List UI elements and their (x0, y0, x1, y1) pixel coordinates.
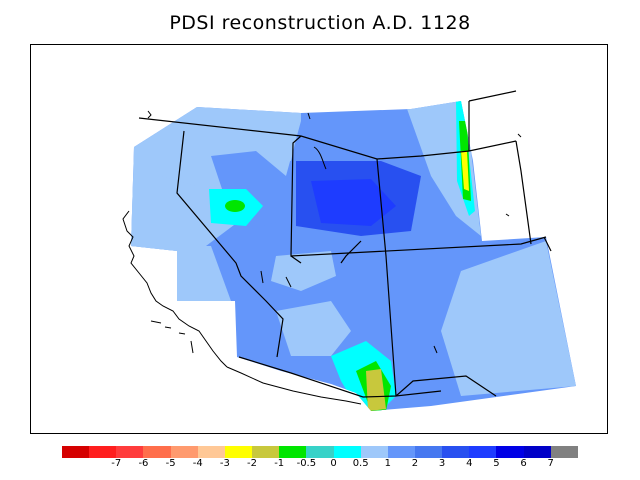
colorbar-tick-label: 1 (384, 458, 391, 469)
fill-west-lower (177, 246, 231, 301)
map-title: PDSI reconstruction A.D. 1128 (169, 12, 471, 34)
coastline (122, 110, 522, 405)
colorbar-cell (469, 446, 497, 458)
colorbar-tick-label: -5 (165, 458, 176, 469)
colorbar-tick-label: 0 (330, 458, 337, 469)
colorbar-tick-label: -1 (274, 458, 285, 469)
colorbar-cell (170, 446, 199, 458)
fill-east (441, 241, 576, 396)
colorbar (62, 446, 579, 458)
colorbar-cell (89, 446, 117, 458)
colorbar-cell (496, 446, 525, 458)
fill-north-mid (196, 111, 301, 161)
fill-north-core (211, 151, 286, 229)
fill-south-center (366, 369, 386, 411)
colorbar-cell (360, 446, 389, 458)
colorbar-cell (550, 446, 579, 458)
colorbar-tick-label: -7 (111, 458, 122, 469)
fill-west (131, 176, 216, 256)
colorbar-cell (442, 446, 470, 458)
fill-anomaly-core (311, 179, 396, 226)
colorbar-tick-label: 3 (438, 458, 446, 469)
colorbar-cell (306, 446, 334, 458)
pdsi-field (131, 101, 576, 411)
fill-wet-center (225, 200, 245, 212)
colorbar-labels: -7 -6 -5 -4 -3 -2 -1 -0.5 0 0.5 1 2 3 4 5 6 7 (0, 458, 640, 474)
fill-south-central (276, 301, 351, 356)
colorbar-cell (143, 446, 172, 458)
fill-center (271, 251, 336, 291)
colorbar-tick-label: -4 (192, 458, 203, 469)
colorbar-cell (62, 446, 90, 458)
colorbar-tick-label: 7 (547, 458, 554, 469)
borders (138, 90, 552, 398)
colorbar-cell (414, 446, 443, 458)
colorbar-cell (252, 446, 280, 458)
colorbar-cell (224, 446, 253, 458)
colorbar-cell (279, 446, 307, 458)
colorbar-tick-label: 4 (466, 458, 473, 469)
colorbar-cell (197, 446, 226, 458)
map-frame (30, 44, 608, 434)
colorbar-tick-label: 6 (520, 458, 527, 469)
colorbar-tick-label: -3 (219, 458, 230, 469)
colorbar-cell (523, 446, 552, 458)
colorbar-cell (333, 446, 362, 458)
colorbar-tick-label: -0.5 (296, 458, 317, 469)
colorbar-tick-label: -6 (138, 458, 149, 469)
colorbar-tick-label: 0.5 (352, 458, 369, 469)
colorbar-tick-label: 2 (411, 458, 419, 469)
colorbar-tick-label: -2 (247, 458, 258, 469)
fill-edge-inner (461, 151, 469, 191)
colorbar-tick-label: 5 (493, 458, 500, 469)
pdsi-map (122, 90, 576, 411)
colorbar-cell (387, 446, 416, 458)
colorbar-cell (116, 446, 144, 458)
